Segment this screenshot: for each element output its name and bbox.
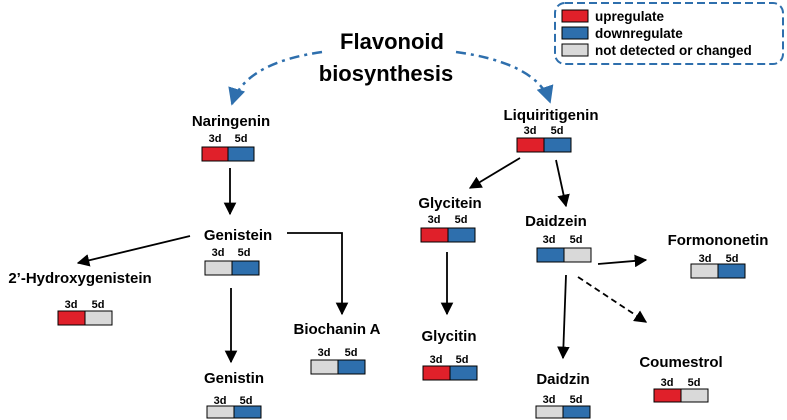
compound-daidzin: Daidzin 3d 5d (536, 371, 590, 418)
compound-naringenin: Naringenin 3d 5d (192, 113, 270, 161)
dashdot-arrow-to-naringenin (232, 52, 322, 104)
day-label-3d: 3d (209, 133, 222, 145)
compound-glycitin: Glycitin 3d 5d (421, 328, 477, 380)
compound-name: Genistin (204, 370, 264, 387)
status-5d (234, 406, 261, 418)
legend-swatch-none (562, 44, 588, 56)
compound-genistein: Genistein 3d 5d (204, 227, 272, 275)
status-5d (448, 228, 475, 242)
day-label-3d: 3d (699, 253, 712, 265)
day-label-5d: 5d (235, 133, 248, 145)
status-3d (421, 228, 448, 242)
day-label-3d: 3d (428, 214, 441, 226)
status-5d (232, 261, 259, 275)
status-5d (564, 248, 591, 262)
arrow-liquiritigenin-glycitein (470, 158, 520, 188)
arrow-genistein-biochanin (287, 233, 342, 314)
day-label-5d: 5d (92, 299, 105, 311)
status-3d (654, 389, 681, 402)
day-label-3d: 3d (524, 125, 537, 137)
status-3d (537, 248, 564, 262)
compound-name: Glycitin (421, 328, 476, 345)
status-3d (517, 138, 544, 152)
day-label-3d: 3d (318, 347, 331, 359)
compound-name: Formononetin (668, 232, 769, 249)
status-5d (450, 366, 477, 380)
arrow-genistein-hydroxygenistein (78, 236, 190, 263)
compound-name: Glycitein (418, 195, 481, 212)
status-3d (423, 366, 450, 380)
status-5d (563, 406, 590, 418)
day-label-5d: 5d (238, 247, 251, 259)
compound-liquiritigenin: Liquiritigenin 3d 5d (504, 107, 599, 152)
day-label-5d: 5d (570, 234, 583, 246)
status-3d (311, 360, 338, 374)
status-3d (58, 311, 85, 325)
day-label-5d: 5d (688, 377, 701, 389)
compound-coumestrol: Coumestrol 3d 5d (639, 354, 722, 402)
compound-name: 2’-Hydroxygenistein (8, 270, 151, 287)
status-3d (202, 147, 228, 161)
arrow-daidzein-formononetin (598, 260, 646, 264)
dashdot-arrow-to-liquiritigenin (456, 52, 550, 102)
status-5d (681, 389, 708, 402)
status-5d (228, 147, 254, 161)
day-label-5d: 5d (345, 347, 358, 359)
day-label-5d: 5d (570, 394, 583, 406)
legend-swatch-up (562, 10, 588, 22)
status-5d (85, 311, 112, 325)
arrow-daidzein-daidzin (563, 275, 566, 358)
day-label-5d: 5d (726, 253, 739, 265)
compound-name: Daidzein (525, 213, 587, 230)
legend-label-up: upregulate (595, 9, 665, 24)
status-3d (205, 261, 232, 275)
status-3d (207, 406, 234, 418)
status-5d (338, 360, 365, 374)
arrow-liquiritigenin-daidzein (556, 160, 566, 206)
compound-name: Daidzin (536, 371, 589, 388)
day-label-3d: 3d (661, 377, 674, 389)
day-label-3d: 3d (214, 395, 227, 407)
compound-name: Genistein (204, 227, 272, 244)
compound-daidzein: Daidzein 3d 5d (525, 213, 591, 262)
legend-label-none: not detected or changed (595, 43, 752, 58)
day-label-5d: 5d (551, 125, 564, 137)
day-label-3d: 3d (212, 247, 225, 259)
status-3d (536, 406, 563, 418)
day-label-5d: 5d (456, 354, 469, 366)
compound-hydroxygenistein: 2’-Hydroxygenistein 3d 5d (8, 270, 151, 325)
compound-name: Liquiritigenin (504, 107, 599, 124)
compound-name: Coumestrol (639, 354, 722, 371)
compound-formononetin: Formononetin 3d 5d (668, 232, 769, 278)
day-label-3d: 3d (65, 299, 78, 311)
diagram-title-line1: Flavonoid (340, 29, 444, 54)
legend-swatch-down (562, 27, 588, 39)
diagram-title-line2: biosynthesis (319, 61, 453, 86)
compound-genistin: Genistin 3d 5d (204, 370, 264, 418)
compound-glycitein: Glycitein 3d 5d (418, 195, 481, 242)
status-5d (544, 138, 571, 152)
day-label-3d: 3d (430, 354, 443, 366)
status-3d (691, 264, 718, 278)
compound-name: Naringenin (192, 113, 270, 130)
legend: upregulate downregulate not detected or … (555, 3, 783, 64)
day-label-5d: 5d (455, 214, 468, 226)
arrow-daidzein-coumestrol (578, 277, 646, 322)
status-5d (718, 264, 745, 278)
compound-name: Biochanin A (294, 321, 381, 338)
day-label-3d: 3d (543, 394, 556, 406)
day-label-3d: 3d (543, 234, 556, 246)
legend-label-down: downregulate (595, 26, 683, 41)
day-label-5d: 5d (240, 395, 253, 407)
compound-biochanin: Biochanin A 3d 5d (294, 321, 381, 374)
